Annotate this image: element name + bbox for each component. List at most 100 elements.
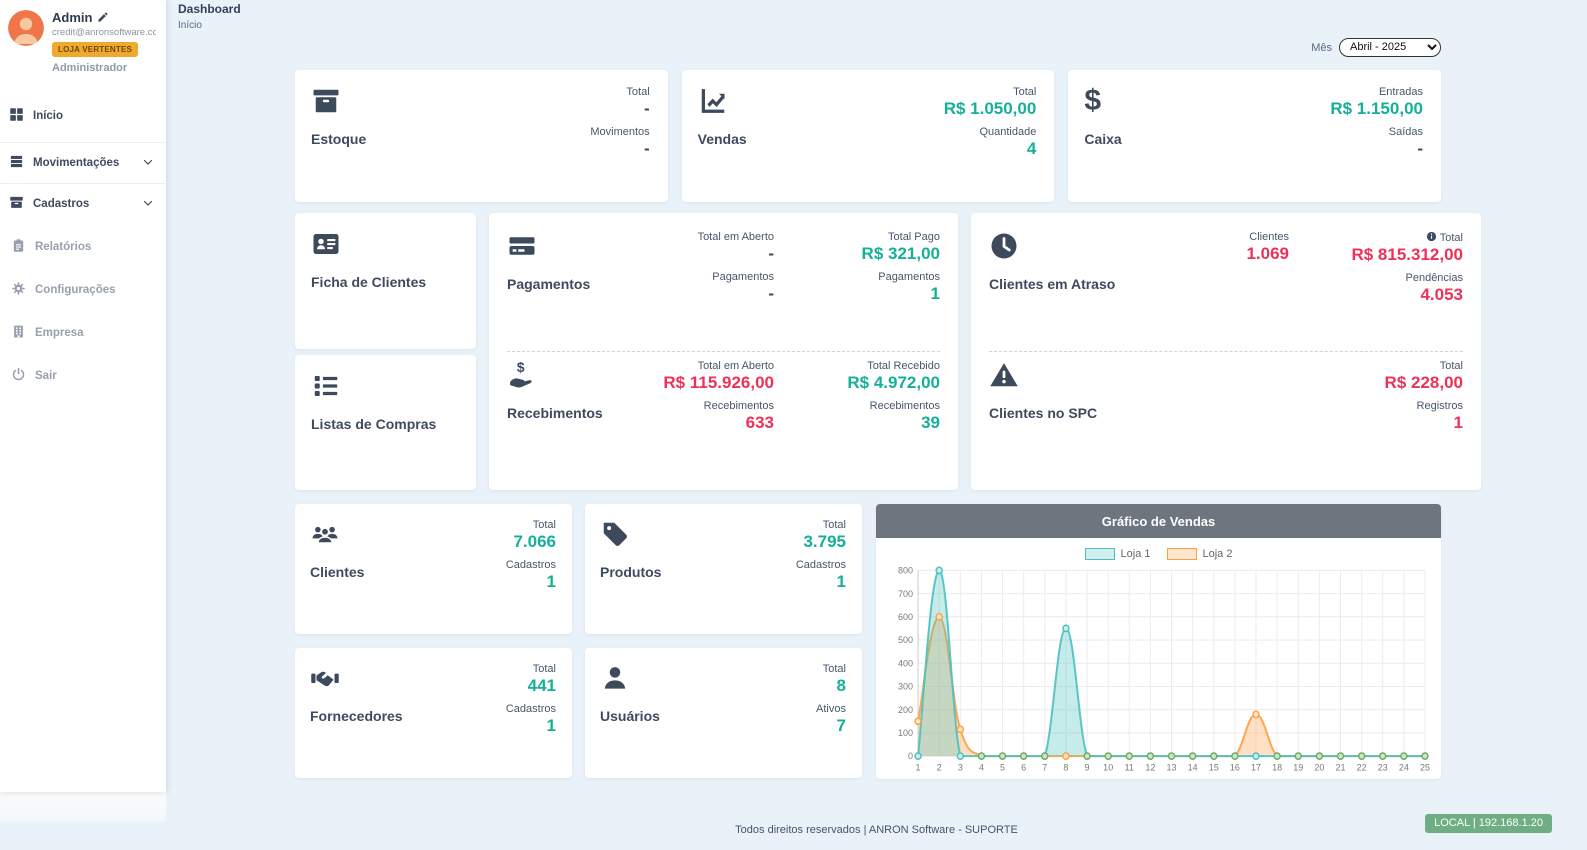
svg-text:12: 12 (1145, 763, 1155, 773)
svg-text:800: 800 (898, 565, 913, 575)
stat-value: 3.795 (803, 532, 846, 551)
footer-text: Todos direitos reservados | ANRON Softwa… (735, 824, 1018, 836)
stat-label: Cadastros (795, 559, 846, 571)
stat-label: Total (532, 519, 556, 531)
card-title: Pagamentos (507, 276, 591, 292)
svg-text:21: 21 (1336, 763, 1346, 773)
warning-triangle-icon (989, 360, 1179, 390)
chevron-down-icon (142, 156, 154, 171)
stat-value: - (1417, 139, 1423, 158)
svg-text:15: 15 (1209, 763, 1219, 773)
users-icon (310, 519, 364, 549)
sidebar-item-label: Configurações (35, 284, 116, 296)
stat-label: Total (822, 519, 846, 531)
gear-icon (11, 281, 26, 299)
card-produtos: Produtos Total 3.795 Cadastros 1 (585, 504, 862, 634)
layers-icon (9, 154, 24, 172)
svg-text:600: 600 (898, 612, 913, 622)
sidebar-item-label: Cadastros (33, 198, 90, 210)
svg-text:25: 25 (1420, 763, 1430, 773)
stat-label: Clientes (1249, 231, 1289, 243)
svg-text:17: 17 (1251, 763, 1261, 773)
stat-label: Ativos (816, 703, 846, 715)
svg-text:14: 14 (1188, 763, 1198, 773)
legend-swatch-loja2 (1166, 548, 1197, 560)
svg-text:11: 11 (1125, 763, 1134, 773)
svg-text:700: 700 (898, 589, 913, 599)
chevron-down-icon (142, 197, 154, 212)
card-ficha-de-clientes[interactable]: Ficha de Clientes (295, 213, 476, 349)
svg-text:300: 300 (898, 681, 913, 691)
sidebar-item-inicio[interactable]: Início (0, 96, 166, 136)
svg-text:5: 5 (1000, 763, 1005, 773)
sidebar-item-label: Movimentações (33, 157, 120, 169)
sidebar-nav: Início Movimentações Cadastros Relatório… (0, 96, 166, 396)
svg-text:2: 2 (937, 763, 942, 773)
drawer-icon (9, 195, 24, 213)
sidebar-item-relatorios[interactable]: Relatórios (0, 227, 166, 267)
stat-value: 1 (1453, 413, 1463, 432)
stat-value: 7.066 (513, 532, 556, 551)
sidebar-item-sair[interactable]: Sair (0, 356, 166, 396)
building-icon (11, 324, 26, 342)
svg-text:20: 20 (1314, 763, 1324, 773)
card-title: Ficha de Clientes (311, 274, 427, 290)
stat-label: Movimentos (590, 126, 650, 138)
user-name: Admin (52, 10, 93, 25)
card-listas-de-compras[interactable]: Listas de Compras (295, 354, 476, 490)
credit-card-icon (507, 231, 632, 261)
card-title: Usuários (600, 708, 660, 724)
tag-icon (600, 519, 661, 549)
main-content: Dashboard Início Mês Abril - 2025 Estoqu… (166, 0, 1587, 850)
stat-value: R$ 115.926,00 (663, 373, 774, 392)
hand-dollar-icon: $ (507, 360, 632, 390)
stat-label: Total Recebido (867, 360, 940, 372)
stat-value: R$ 815.312,00 (1351, 245, 1463, 264)
edit-profile-icon[interactable] (97, 12, 108, 23)
card-title: Clientes no SPC (989, 405, 1098, 421)
card-clientes: Clientes Total 7.066 Cadastros 1 (295, 504, 572, 634)
svg-text:8: 8 (1063, 763, 1068, 773)
sidebar-item-label: Sair (35, 370, 57, 382)
card-title: Recebimentos (507, 405, 603, 421)
card-title: Estoque (311, 131, 367, 147)
sidebar-item-cadastros[interactable]: Cadastros (0, 183, 166, 224)
svg-text:0: 0 (908, 751, 913, 761)
sidebar: Admin credit@anronsoftware.co... LOJA VE… (0, 0, 166, 792)
id-card-icon (311, 229, 460, 259)
stat-value: 4 (1026, 139, 1037, 158)
info-icon (1426, 231, 1440, 244)
stat-label: Total em Aberto (697, 231, 774, 243)
stat-label: Total (1439, 232, 1463, 244)
card-title: Produtos (600, 564, 662, 580)
stat-label: Saídas (1388, 126, 1423, 138)
sidebar-item-empresa[interactable]: Empresa (0, 313, 166, 353)
stat-label: Cadastros (505, 559, 556, 571)
card-title: Vendas (697, 131, 747, 147)
stat-label: Pagamentos (712, 271, 774, 283)
stat-label: Pagamentos (878, 271, 940, 283)
sidebar-item-movimentacoes[interactable]: Movimentações (0, 142, 166, 183)
legend-label: Loja 2 (1202, 548, 1233, 560)
chart-legend: Loja 1 Loja 2 (884, 548, 1433, 560)
box-icon (311, 86, 366, 116)
stat-value: R$ 228,00 (1384, 373, 1463, 392)
stat-value: R$ 4.972,00 (847, 373, 940, 392)
stat-value: - (643, 99, 650, 118)
month-select[interactable]: Abril - 2025 (1339, 38, 1441, 57)
dollar-icon: $ (1084, 84, 1102, 117)
svg-text:10: 10 (1103, 763, 1113, 773)
svg-text:6: 6 (1021, 763, 1026, 773)
user-icon (600, 663, 660, 693)
sidebar-item-label: Empresa (35, 327, 84, 339)
chart-title: Gráfico de Vendas (876, 504, 1441, 538)
svg-text:24: 24 (1399, 763, 1409, 773)
svg-text:$: $ (517, 360, 525, 375)
sidebar-item-configuracoes[interactable]: Configurações (0, 270, 166, 310)
stat-label: Entradas (1378, 86, 1423, 98)
stat-value: - (768, 284, 774, 303)
card-fornecedores: Fornecedores Total 441 Cadastros 1 (295, 648, 572, 778)
svg-text:19: 19 (1293, 763, 1303, 773)
svg-text:22: 22 (1357, 763, 1367, 773)
svg-text:16: 16 (1230, 763, 1240, 773)
